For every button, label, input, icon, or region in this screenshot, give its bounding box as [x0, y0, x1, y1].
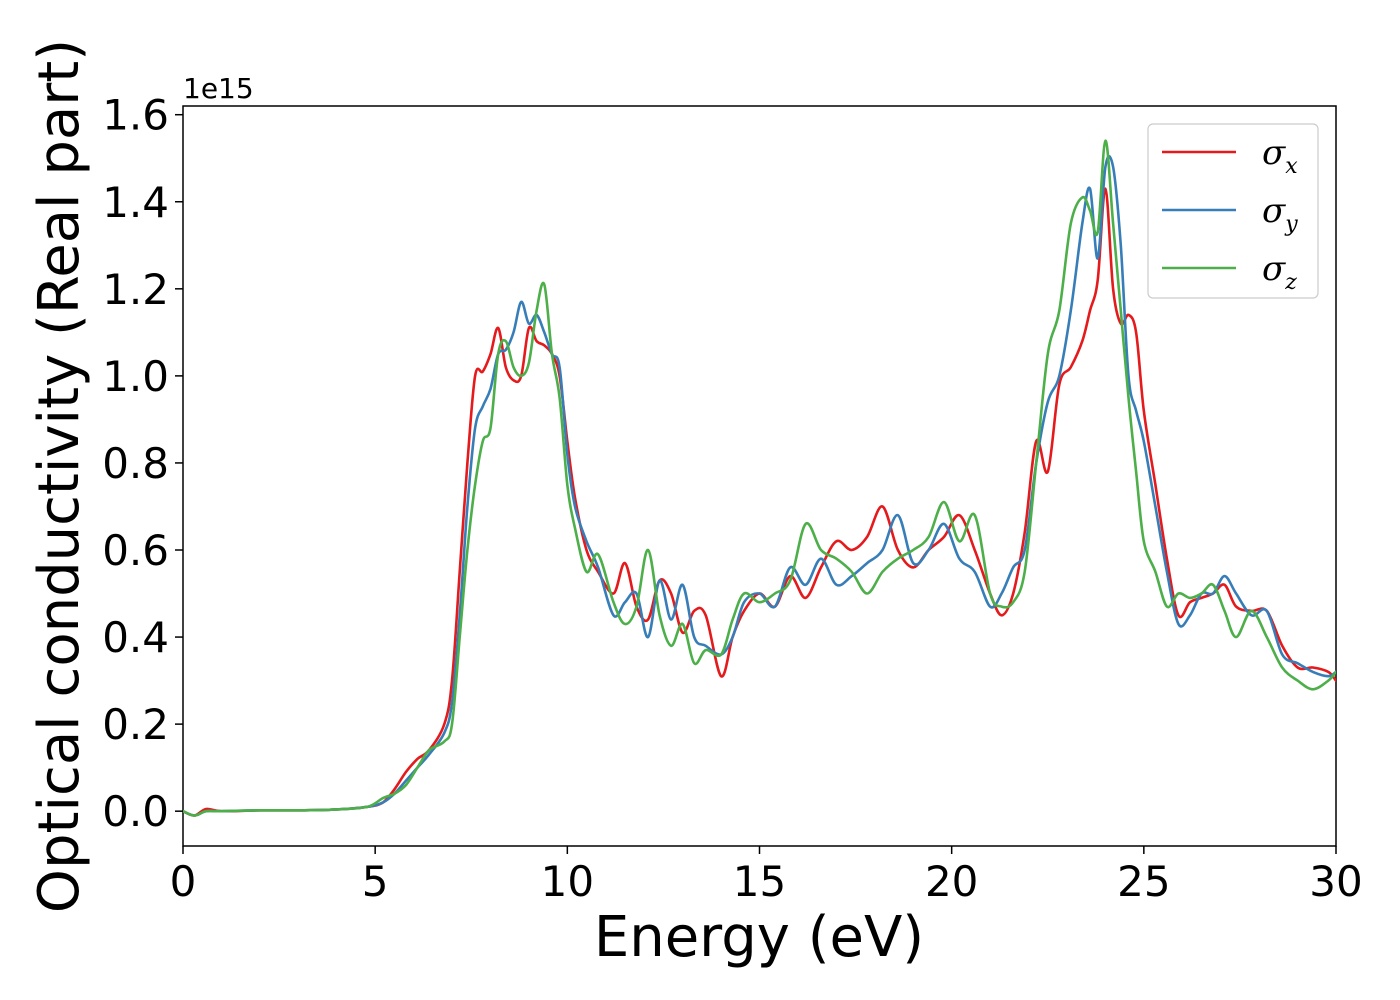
x-tick-label: 5: [362, 857, 389, 906]
y-tick-label: 0.0: [102, 787, 169, 836]
plot-frame: [182, 105, 1337, 847]
series-layer: [183, 139, 1336, 817]
series-line-sigma-z: [183, 139, 1336, 817]
legend-label-symbol: σ: [1262, 133, 1286, 173]
plot-area: [182, 105, 1337, 847]
y-tick-label: 0.4: [102, 613, 169, 662]
legend-label-symbol: σ: [1262, 191, 1286, 231]
legend-label: σx: [1262, 133, 1298, 179]
y-tick-label: 1.2: [102, 265, 169, 314]
y-axis: 0.0 0.2 0.4 0.6 0.8 1.0 1.2 1.4 1.6: [102, 91, 183, 836]
x-tick-label: 30: [1309, 857, 1362, 906]
legend-label: σy: [1262, 191, 1298, 237]
x-tick-label: 0: [170, 857, 197, 906]
x-axis: 0 5 10 15 20 25 30: [170, 846, 1363, 906]
x-tick-label: 10: [541, 857, 594, 906]
legend-label-subscript: z: [1284, 270, 1297, 295]
series-line-sigma-y: [183, 155, 1336, 817]
y-tick-label: 1.4: [102, 178, 169, 227]
x-tick-label: 25: [1117, 857, 1170, 906]
y-axis-title: Optical conductivity (Real part): [27, 39, 92, 913]
x-axis-title: Energy (eV): [594, 905, 924, 970]
legend-label-subscript: y: [1284, 212, 1298, 237]
y-tick-label: 0.8: [102, 439, 169, 488]
legend-label-symbol: σ: [1262, 249, 1286, 289]
y-tick-label: 1.6: [102, 91, 169, 140]
x-tick-label: 15: [733, 857, 786, 906]
y-tick-label: 0.6: [102, 526, 169, 575]
legend-label-subscript: x: [1285, 154, 1298, 179]
y-tick-label: 1.0: [102, 352, 169, 401]
y-offset-label: 1e15: [183, 72, 254, 105]
legend-label: σz: [1262, 249, 1297, 295]
y-tick-label: 0.2: [102, 700, 169, 749]
x-tick-label: 20: [925, 857, 978, 906]
